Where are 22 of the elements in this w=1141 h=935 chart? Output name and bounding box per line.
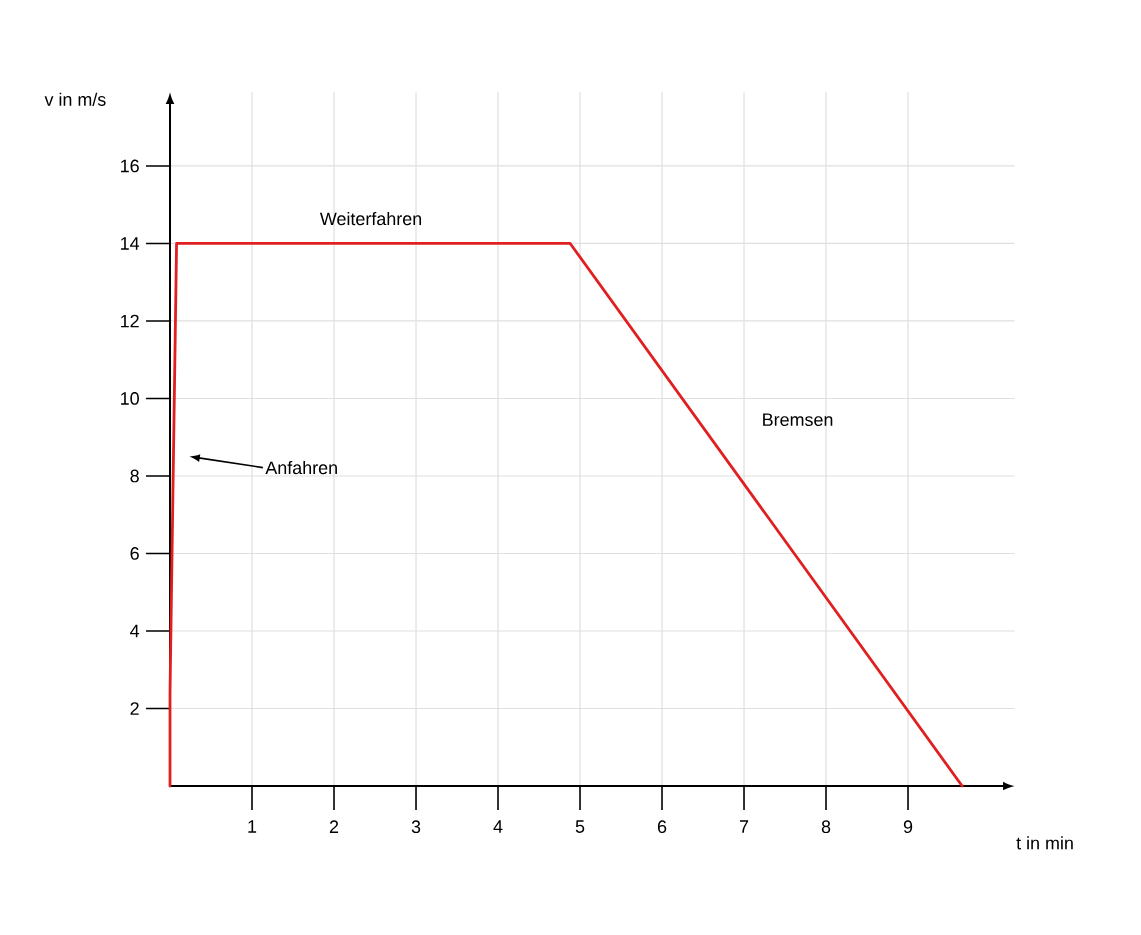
- x-tick-label: 7: [739, 820, 749, 833]
- annotation: Anfahren: [265, 461, 337, 475]
- y-tick-label: 8: [130, 469, 139, 483]
- y-tick-label: 10: [121, 392, 139, 405]
- x-tick-label: 4: [493, 820, 503, 833]
- x-tick-label: 6: [657, 820, 667, 834]
- y-axis-title: v in m/s: [44, 92, 106, 106]
- y-tick-label: 4: [130, 624, 140, 638]
- x-tick-label: 2: [329, 820, 339, 833]
- x-axis-title: t in min: [1016, 836, 1073, 850]
- x-tick-label: 5: [575, 820, 585, 833]
- x-tick-label: 1: [248, 820, 257, 833]
- x-tick-label: 8: [821, 820, 831, 834]
- y-tick-label: 16: [121, 159, 139, 173]
- annotation: Weiterfahren: [319, 212, 422, 226]
- y-tick-label: 6: [130, 547, 139, 560]
- x-tick-label: 9: [903, 820, 913, 834]
- y-tick-label: 2: [130, 702, 139, 715]
- y-tick-label: 12: [121, 314, 139, 328]
- x-tick-label: 3: [411, 820, 421, 834]
- y-tick-label: 14: [121, 237, 140, 250]
- annotation: Bremsen: [763, 413, 833, 427]
